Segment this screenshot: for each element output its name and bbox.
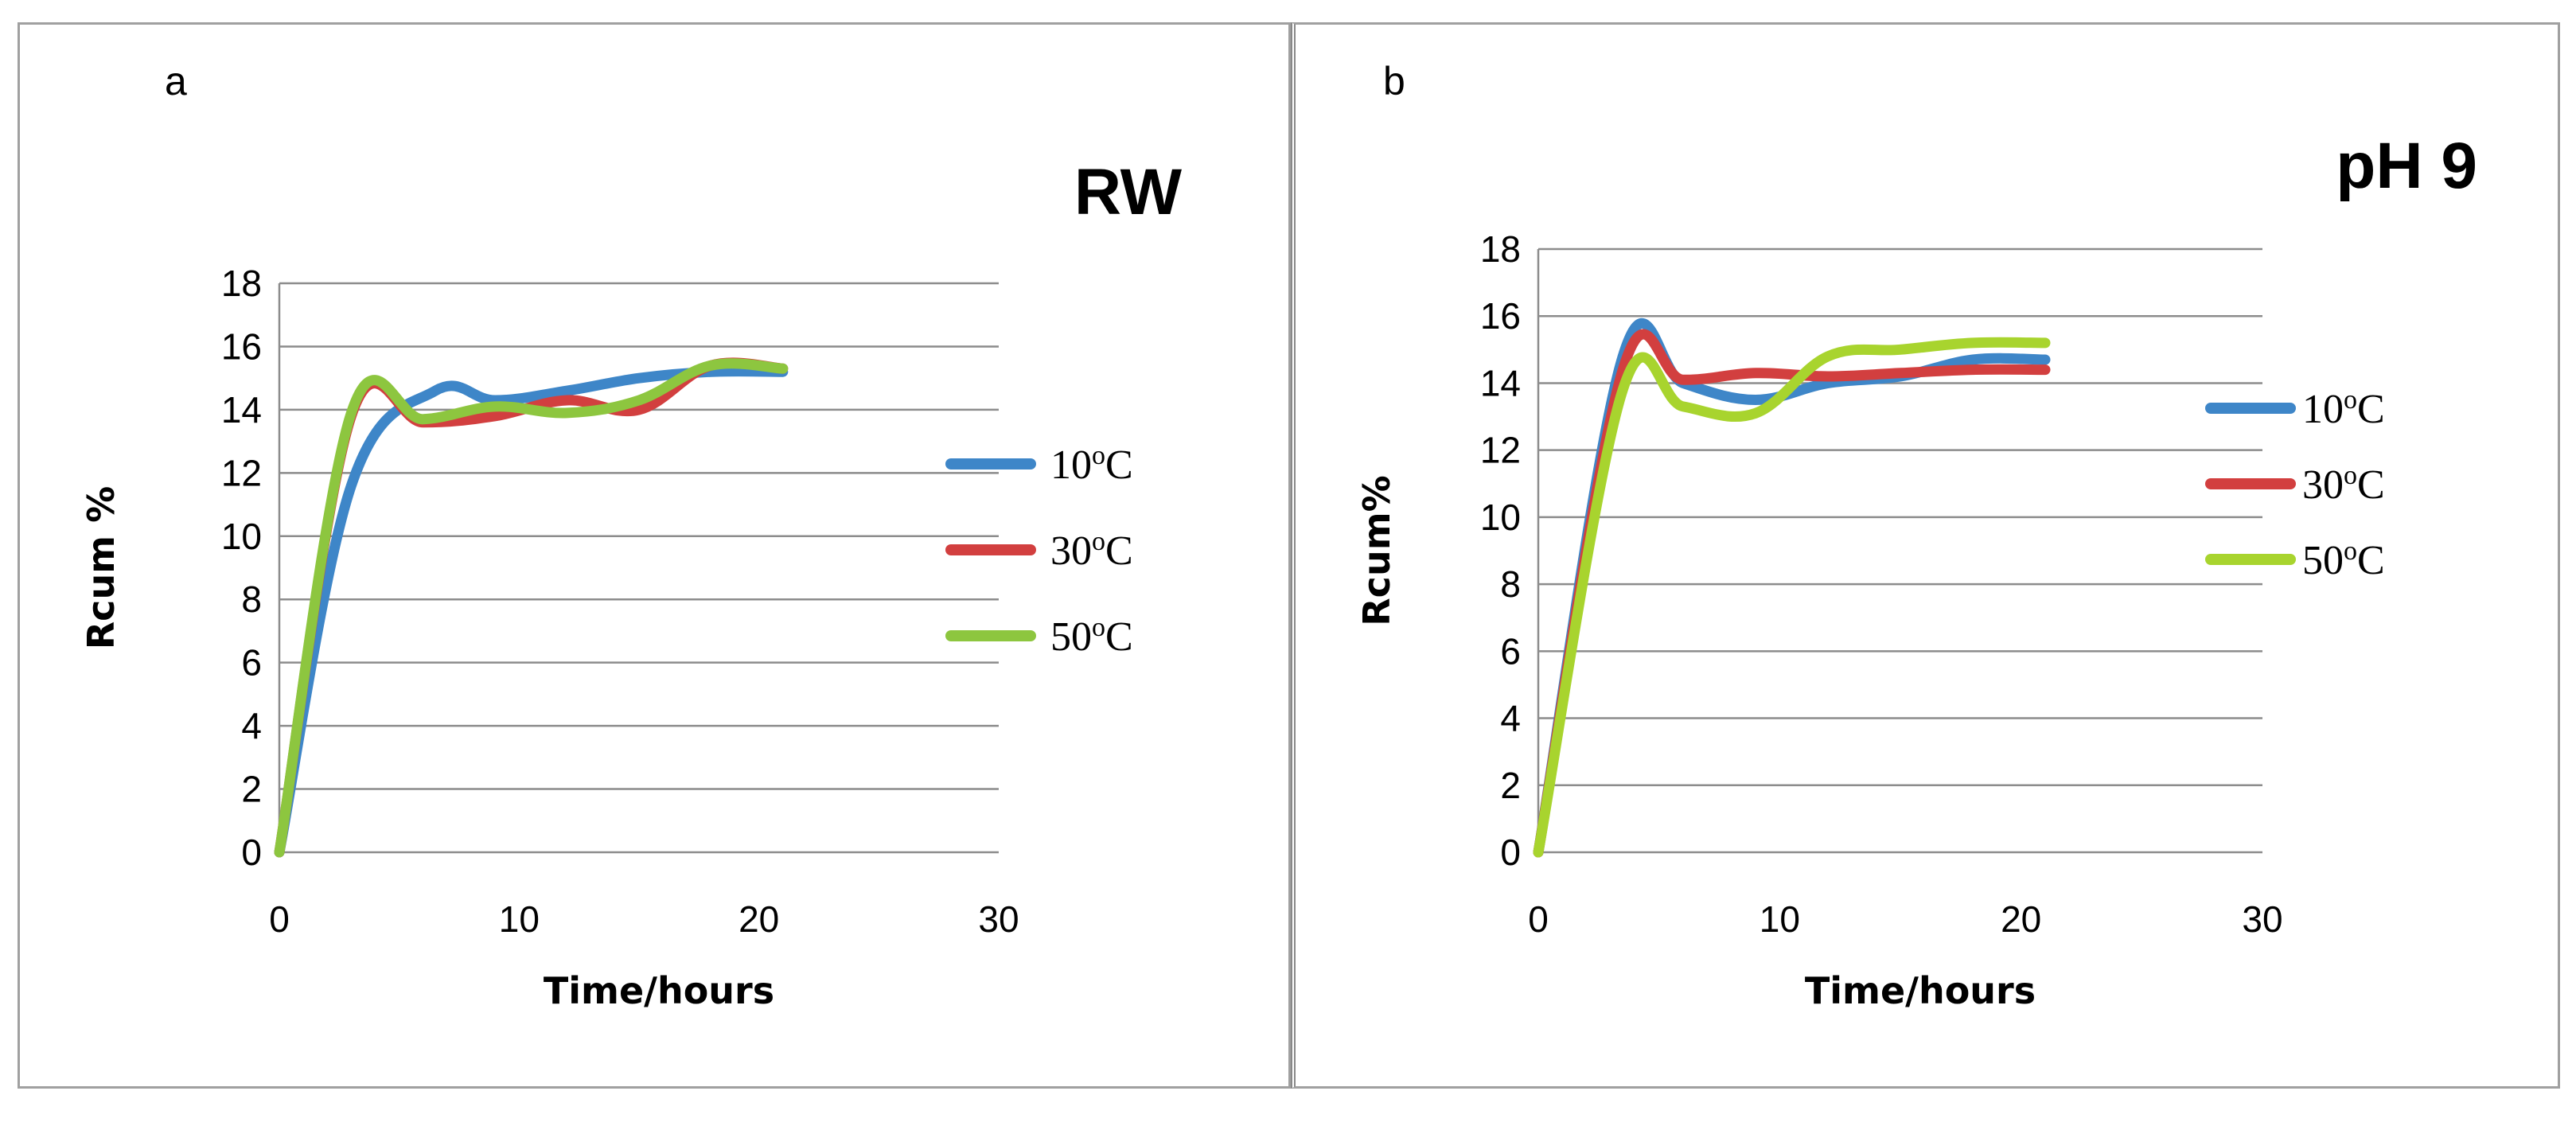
chart-b-y-axis-title: Rcum% xyxy=(1355,475,1398,625)
chart-b-y-tick-label: 6 xyxy=(1500,630,1521,672)
chart-b-legend-label-50: 50oC xyxy=(2302,536,2385,583)
chart-a-x-tick-label: 30 xyxy=(978,898,1019,940)
chart-a-y-tick-label: 12 xyxy=(221,452,262,493)
chart-b-series-line-50 xyxy=(1533,337,2051,858)
chart-a-y-tick-label: 0 xyxy=(241,832,262,873)
chart-a-legend-label-30: 30oC xyxy=(1050,527,1133,574)
chart-a-y-tick-label: 14 xyxy=(221,389,262,431)
chart-panel-a: a RW 0 2 4 6 8 10 12 14 16 18 0 10 20 30 Time/hours Rcum … xyxy=(18,22,1291,1089)
chart-b-x-axis-title: Time/hours xyxy=(1805,969,2036,1012)
chart-b-y-tick-label: 14 xyxy=(1480,362,1521,403)
chart-b-y-tick-label: 12 xyxy=(1480,430,1521,471)
chart-b-panel-label: b xyxy=(1383,59,1405,103)
chart-a-y-tick-label: 18 xyxy=(221,263,262,304)
chart-b-svg: b pH 9 0 2 4 6 8 10 12 14 16 18 0 10 20 30 Time/hours Rcu… xyxy=(1355,59,2477,1012)
chart-b-y-tick-label: 0 xyxy=(1500,832,1521,873)
chart-b-legend-label-10: 10oC xyxy=(2302,385,2385,432)
chart-a-x-tick-label: 10 xyxy=(499,898,540,940)
chart-a-legend-label-10: 10oC xyxy=(1050,441,1133,488)
chart-b-x-tick-label: 10 xyxy=(1760,898,1800,940)
chart-a-x-axis-title: Time/hours xyxy=(544,969,774,1012)
chart-a-legend-label-50: 50oC xyxy=(1050,613,1133,660)
chart-a-series-line-30 xyxy=(274,357,789,858)
chart-b-legend-label-30: 30oC xyxy=(2302,461,2385,508)
chart-a-x-tick-label: 20 xyxy=(739,898,779,940)
chart-b-y-tick-label: 18 xyxy=(1480,228,1521,270)
chart-b-y-tick-label: 2 xyxy=(1500,765,1521,806)
chart-b-y-tick-label: 4 xyxy=(1500,698,1521,739)
chart-b-x-tick-label: 0 xyxy=(1528,898,1549,940)
chart-a-y-axis-title: Rcum % xyxy=(80,486,123,649)
chart-a-y-tick-label: 2 xyxy=(241,769,262,810)
chart-a-title: RW xyxy=(1074,156,1183,228)
chart-a-y-tick-label: 10 xyxy=(221,516,262,557)
chart-b-y-tick-label: 8 xyxy=(1500,563,1521,605)
chart-a-panel-label: a xyxy=(165,59,187,103)
chart-b-x-tick-label: 20 xyxy=(2001,898,2041,940)
chart-a-x-tick-label: 0 xyxy=(269,898,290,940)
chart-b-x-tick-label: 30 xyxy=(2242,898,2282,940)
chart-a-y-tick-label: 4 xyxy=(241,705,262,746)
chart-a-series-line-50 xyxy=(274,358,789,858)
chart-b-title: pH 9 xyxy=(2336,130,2477,202)
chart-panel-b: b pH 9 0 2 4 6 8 10 12 14 16 18 0 10 20 30 Time/hours Rcu… xyxy=(1291,22,2560,1089)
chart-a-svg: a RW 0 2 4 6 8 10 12 14 16 18 0 10 20 30 Time/hours Rcum … xyxy=(80,59,1183,1012)
chart-a-y-tick-label: 8 xyxy=(241,579,262,620)
chart-a-series-line-10 xyxy=(274,366,789,858)
chart-b-y-tick-label: 16 xyxy=(1480,295,1521,337)
chart-a-y-tick-label: 16 xyxy=(221,325,262,367)
chart-b-y-tick-label: 10 xyxy=(1480,497,1521,538)
chart-a-y-tick-label: 6 xyxy=(241,642,262,684)
